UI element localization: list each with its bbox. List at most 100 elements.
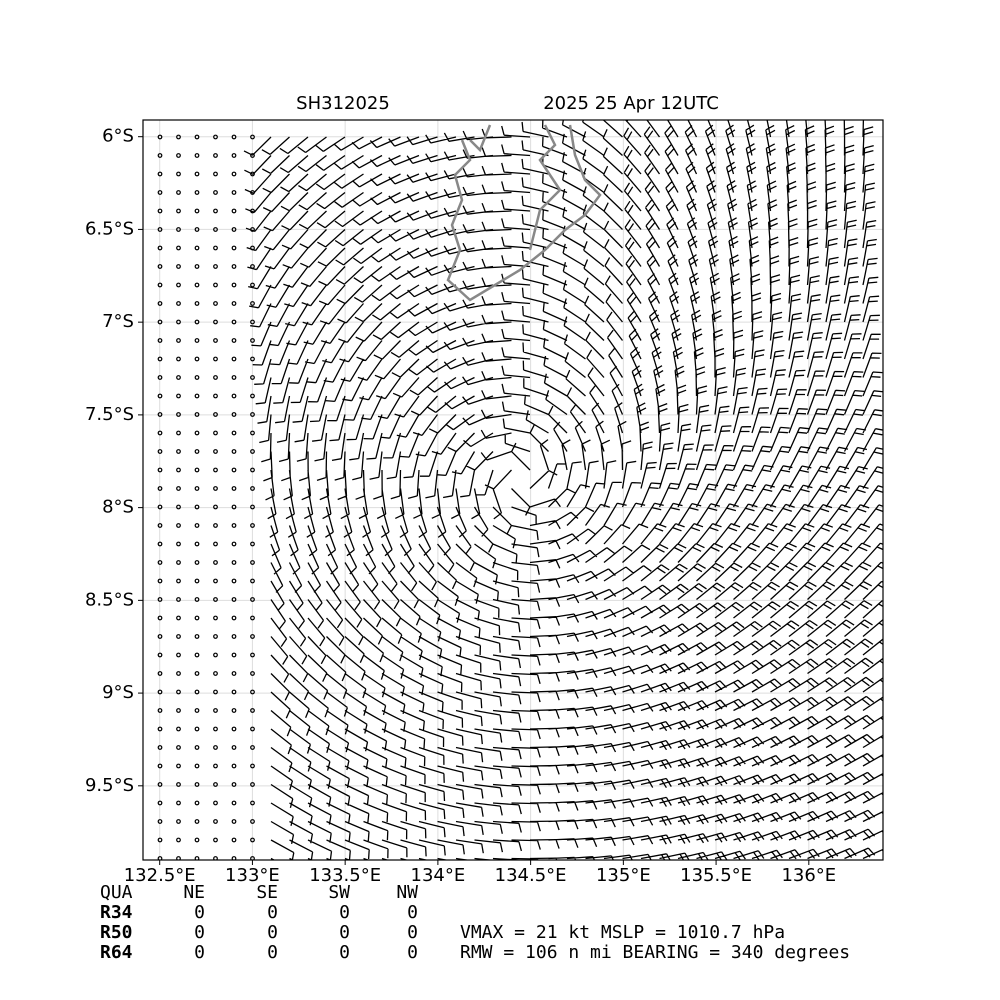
calm-dot	[176, 541, 181, 547]
calm-dot	[176, 208, 181, 214]
calm-dot	[250, 745, 255, 750]
x-tick-label: 135.5°E	[680, 865, 752, 886]
calm-dot	[194, 338, 200, 343]
calm-dot	[194, 393, 200, 399]
calm-dot	[176, 671, 181, 676]
table-cell: 0	[339, 942, 350, 963]
calm-dot	[157, 449, 163, 454]
calm-dot	[213, 227, 218, 232]
calm-dot	[157, 726, 163, 732]
calm-dot	[250, 264, 255, 269]
calm-dot	[231, 708, 237, 713]
calm-dot	[157, 356, 163, 362]
calm-dot	[194, 745, 200, 750]
calm-dot	[194, 578, 200, 584]
calm-dot	[176, 560, 181, 565]
calm-dot	[157, 671, 163, 676]
table-cell: 0	[407, 922, 418, 943]
calm-dot	[231, 449, 237, 454]
calm-dot	[231, 856, 237, 860]
calm-dot	[194, 430, 200, 436]
x-tick-label: 132.5°E	[124, 865, 196, 886]
calm-dot	[194, 227, 200, 232]
x-tick-label: 133.5°E	[309, 865, 381, 886]
calm-dot	[250, 615, 255, 621]
calm-dot	[231, 190, 237, 195]
calm-dot	[213, 819, 218, 824]
calm-dot	[250, 134, 255, 140]
calm-dot	[194, 208, 200, 214]
calm-dot	[231, 560, 237, 565]
calm-dot	[176, 837, 181, 843]
y-tick-label: 9°S	[102, 682, 134, 703]
calm-dot	[213, 208, 218, 214]
calm-dot	[213, 301, 218, 306]
calm-dot	[213, 541, 218, 547]
calm-dot	[213, 800, 218, 806]
calm-dot	[194, 412, 200, 417]
calm-dot	[250, 486, 255, 491]
calm-dot	[157, 190, 163, 195]
calm-dot	[250, 689, 255, 695]
calm-dot	[231, 615, 237, 621]
calm-dot	[250, 800, 255, 806]
calm-dot	[231, 745, 237, 750]
calm-dot	[176, 726, 181, 732]
calm-dot	[231, 504, 237, 510]
calm-dot	[194, 615, 200, 621]
calm-dot	[231, 652, 237, 658]
calm-dot	[231, 134, 237, 140]
table-cell: 0	[339, 922, 350, 943]
calm-dot	[231, 245, 237, 251]
calm-dot	[176, 467, 181, 473]
table-cell: 0	[407, 942, 418, 963]
coastline	[446, 124, 602, 302]
calm-dot	[250, 578, 255, 584]
calm-dot	[176, 856, 181, 860]
calm-dot	[157, 375, 163, 380]
calm-dot	[157, 689, 163, 695]
table-cell: R50	[100, 922, 133, 943]
calm-dot	[250, 227, 255, 232]
title-left: SH312025	[296, 93, 390, 114]
calm-dot	[231, 634, 237, 639]
calm-dot	[213, 245, 218, 251]
calm-dot	[176, 486, 181, 491]
table-cell: 0	[194, 922, 205, 943]
table-cell: R34	[100, 902, 133, 923]
calm-dot	[250, 282, 255, 288]
calm-dot	[250, 319, 255, 325]
calm-dot	[231, 689, 237, 695]
calm-dot	[250, 393, 255, 399]
calm-dot	[194, 782, 200, 787]
calm-dot	[194, 726, 200, 732]
calm-dot	[250, 338, 255, 343]
calm-dot	[194, 467, 200, 473]
calm-dot	[157, 782, 163, 787]
table-header: NE	[183, 882, 205, 903]
y-tick-label: 6.5°S	[85, 218, 134, 239]
calm-dot	[176, 578, 181, 584]
calm-dot	[250, 190, 255, 195]
table-header: NW	[396, 882, 418, 903]
calm-dot	[213, 319, 218, 325]
calm-dot	[157, 338, 163, 343]
calm-dot	[176, 227, 181, 232]
y-tick-label: 7°S	[102, 311, 134, 332]
calm-dot	[194, 504, 200, 510]
calm-dot	[250, 356, 255, 362]
calm-dot	[231, 171, 237, 177]
calm-dot	[213, 671, 218, 676]
calm-dot	[194, 171, 200, 177]
calm-dot	[213, 597, 218, 602]
table-cell: 0	[267, 922, 278, 943]
calm-dot	[231, 338, 237, 343]
calm-dot	[176, 338, 181, 343]
calm-dot	[194, 523, 200, 528]
table-cell: 0	[267, 942, 278, 963]
calm-dot	[194, 319, 200, 325]
calm-dot	[194, 708, 200, 713]
calm-dot	[157, 245, 163, 251]
title-right: 2025 25 Apr 12UTC	[543, 93, 719, 114]
calm-dot	[176, 708, 181, 713]
